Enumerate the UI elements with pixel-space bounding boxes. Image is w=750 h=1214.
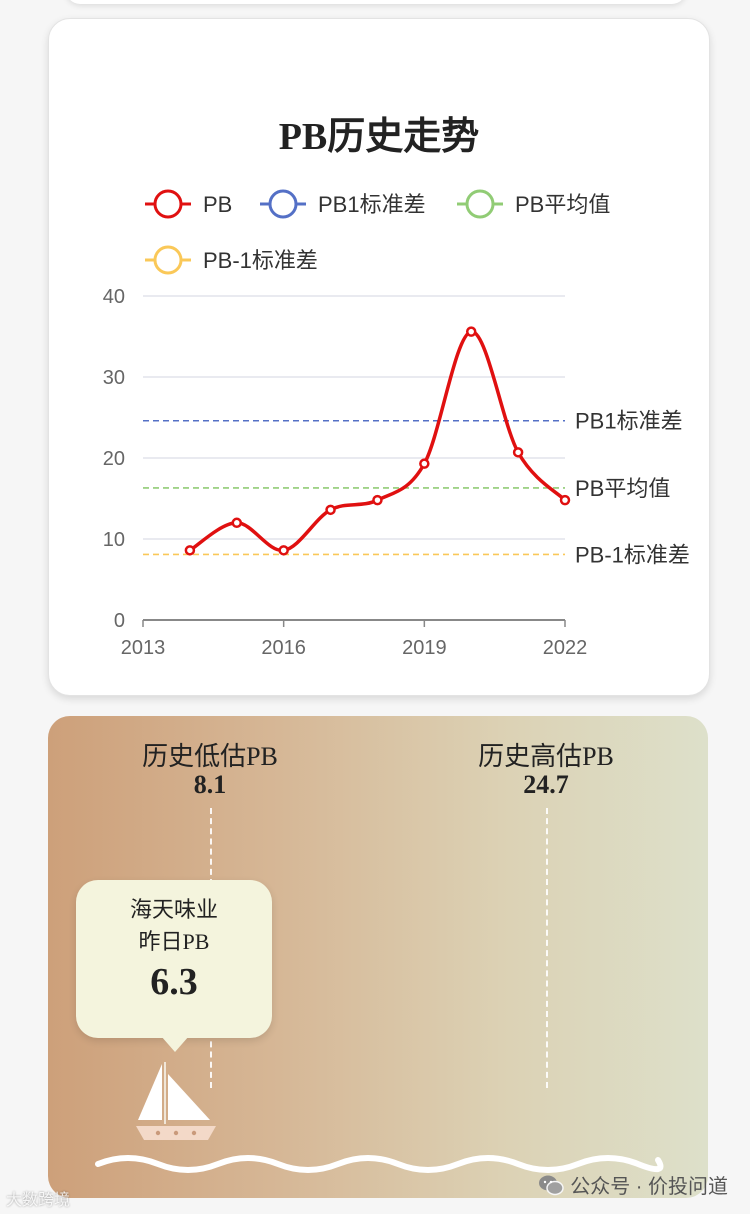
pb-data-point: [231, 517, 243, 529]
x-tick-label: 2019: [402, 637, 447, 659]
legend-item-label: PB平均值: [515, 192, 610, 217]
x-tick-label: 2013: [121, 637, 166, 659]
previous-card-edge: [66, 0, 686, 4]
low-pb-label: 历史低估PB: [142, 742, 278, 771]
company-name: 海天味业: [129, 897, 218, 922]
pb-line-chart: 0 10 20 30 40 2013 2016 2019 2022 PB1标准差 PB平均值 PB-1…: [103, 189, 690, 659]
y-tick-label: 0: [114, 610, 125, 632]
high-pb-marker-line: [546, 808, 548, 1088]
legend-swatch-marker: [153, 245, 183, 275]
current-pb-label: 昨日PB: [138, 929, 210, 954]
high-pb-label: 历史高估PB: [478, 742, 614, 771]
pb-series-line: [188, 329, 567, 553]
legend-item-label: PB-1标准差: [203, 248, 318, 273]
wave-decoration: [95, 1155, 664, 1173]
legend-item-label: PB: [203, 192, 232, 217]
pb-data-point: [184, 545, 196, 556]
y-tick-label: 30: [103, 367, 125, 389]
y-tick-label: 10: [103, 529, 125, 551]
low-pb-value: 8.1: [193, 770, 227, 799]
current-pb-value: 6.3: [150, 961, 198, 1003]
valuation-band-card: 历史低估PB 8.1 历史高估PB 24.7 海天味业 昨日PB 6.3: [48, 716, 708, 1198]
pb-data-point: [512, 447, 524, 458]
bubble-pointer: [161, 1036, 189, 1052]
legend-item-label: PB1标准差: [318, 192, 426, 217]
y-tick-label: 40: [103, 286, 125, 308]
sailboat-icon: [136, 1062, 216, 1140]
chart-title: PB历史走势: [278, 116, 480, 158]
pb-data-point: [325, 504, 336, 516]
reference-line-label: PB-1标准差: [575, 542, 690, 567]
reference-line-label: PB1标准差: [575, 409, 683, 434]
pb-data-point: [419, 458, 430, 469]
wechat-icon: [539, 1175, 564, 1195]
x-tick-label: 2022: [543, 637, 588, 659]
corner-watermark: 大数跨境: [6, 1192, 71, 1209]
pb-chart-card: PB历史走势 0 10 20 30 40 2013 2016 2019 2022 PB1标准差 PB…: [48, 18, 710, 696]
y-tick-label: 20: [103, 448, 125, 470]
current-pb-bubble: 海天味业 昨日PB 6.3: [76, 880, 272, 1038]
watermark-text: 公众号 · 价投问道: [570, 1176, 728, 1198]
pb-data-point: [465, 326, 477, 337]
pb-data-point: [559, 494, 571, 506]
x-tick-label: 2016: [261, 637, 306, 659]
legend-swatch-marker: [465, 189, 495, 219]
legend-swatch-marker: [268, 189, 298, 219]
legend-swatch-marker: [153, 189, 183, 219]
reference-line-label: PB平均值: [575, 476, 670, 501]
high-pb-value: 24.7: [523, 770, 569, 799]
pb-data-point: [278, 545, 289, 556]
wechat-watermark: 公众号 · 价投问道: [538, 1170, 728, 1199]
pb-data-point: [372, 494, 383, 506]
